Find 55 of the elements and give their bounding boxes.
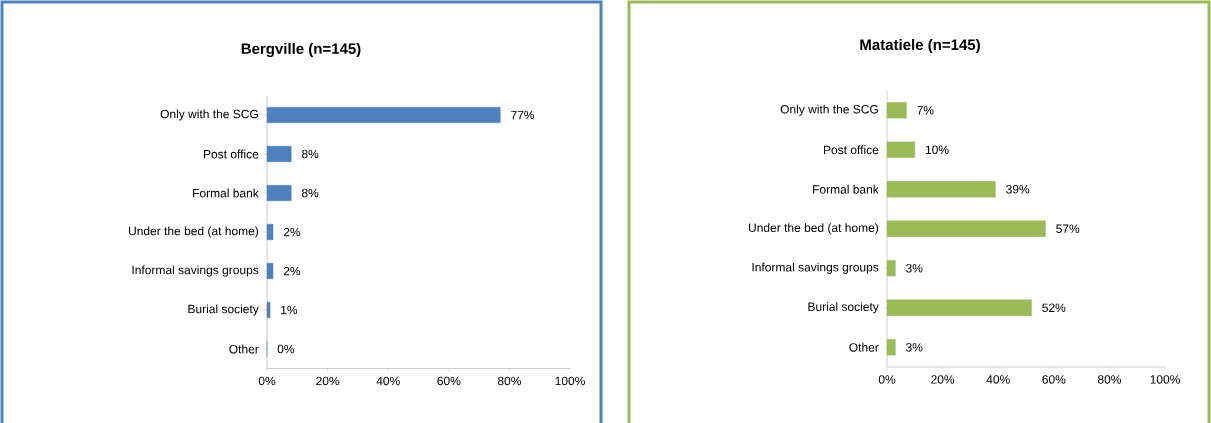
y-tick-label: Burial society (808, 302, 879, 314)
x-tick-label: 80% (497, 376, 521, 386)
data-label: 3% (906, 343, 923, 352)
data-label: 2% (283, 227, 301, 237)
y-tick-label: Informal savings groups (752, 262, 879, 274)
bar (886, 181, 996, 198)
bar (266, 146, 292, 163)
data-label: 10% (925, 145, 949, 155)
x-tick-label: 100% (1150, 375, 1180, 384)
data-label: 8% (301, 149, 319, 159)
data-label: 57% (1056, 224, 1080, 233)
bar (266, 263, 274, 279)
bar (886, 141, 916, 158)
x-tick-label: 0% (258, 376, 276, 386)
y-tick-label: Burial society (188, 304, 259, 316)
x-tick-label: 60% (1042, 375, 1066, 384)
data-label: 39% (1006, 185, 1030, 194)
bar (266, 302, 271, 318)
data-label: 0% (277, 344, 295, 354)
data-label: 1% (281, 305, 298, 315)
y-tick-label: Informal savings groups (132, 265, 259, 277)
x-tick-label: 0% (878, 375, 896, 384)
bar (266, 224, 274, 240)
x-tick-label: 40% (986, 375, 1010, 384)
chart-title: Matatiele (n=145) (860, 39, 980, 53)
y-tick-label: Other (849, 342, 879, 352)
bar (886, 339, 896, 356)
y-tick-label: Other (229, 344, 259, 354)
y-tick-label: Only with the SCG (780, 104, 878, 116)
bar (886, 260, 896, 277)
x-tick-label: 80% (1097, 375, 1121, 384)
data-label: 8% (301, 188, 319, 198)
y-tick-label: Post office (203, 149, 259, 159)
y-tick-label: Under the bed (at home) (749, 223, 879, 235)
x-tick-label: 20% (931, 375, 955, 384)
data-label: 7% (917, 106, 934, 115)
bar (886, 299, 1032, 316)
bar (886, 220, 1046, 237)
y-tick-label: Under the bed (at home) (128, 226, 259, 238)
bar (266, 107, 501, 124)
bar (886, 102, 907, 119)
chart-title: Bergville (n=145) (241, 42, 361, 58)
x-tick-label: 60% (437, 376, 461, 386)
data-label: 77% (511, 110, 535, 120)
data-label: 2% (283, 266, 301, 276)
y-tick-label: Post office (823, 145, 879, 155)
x-tick-label: 100% (555, 376, 585, 386)
y-tick-label: Formal bank (193, 188, 259, 198)
x-tick-label: 20% (316, 376, 340, 386)
y-tick-label: Only with the SCG (160, 109, 258, 121)
y-tick-label: Formal bank (813, 184, 879, 194)
data-label: 3% (906, 264, 923, 273)
x-tick-label: 40% (376, 376, 400, 386)
data-label: 52% (1042, 303, 1066, 313)
bar (266, 185, 292, 202)
